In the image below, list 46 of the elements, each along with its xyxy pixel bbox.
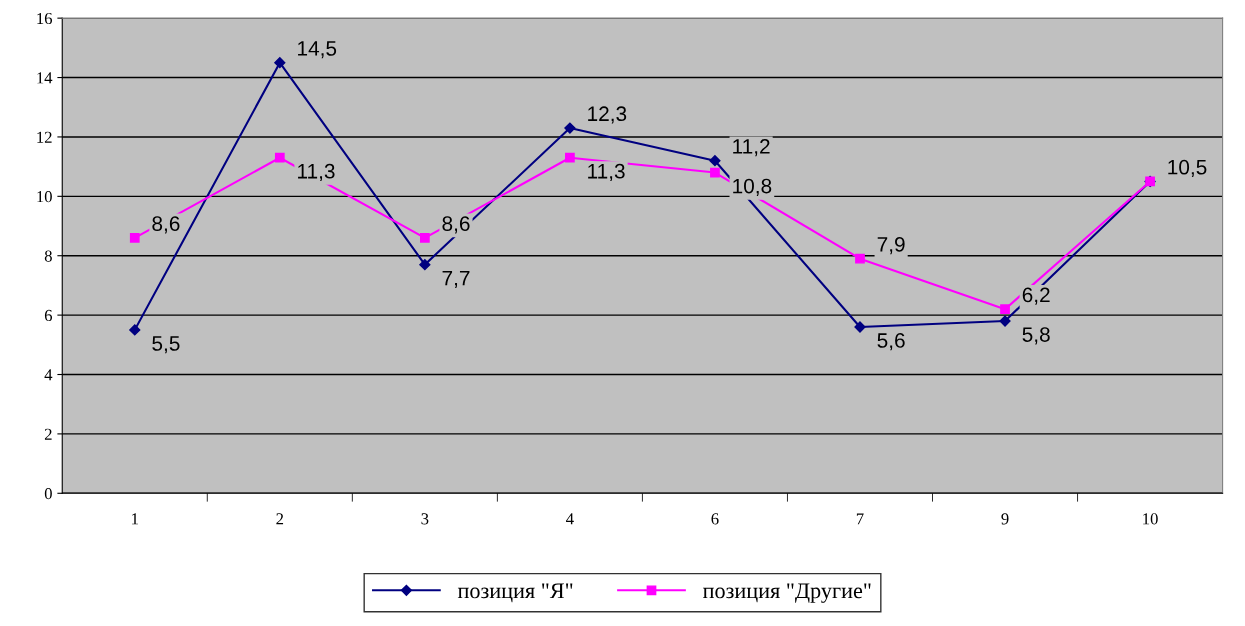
point [419,259,431,271]
data-label: 12,3 [588,106,627,124]
x-tick-label: 9 [1001,513,1009,525]
point [274,57,286,69]
y-tick-label: 12 [37,131,52,143]
point [274,152,285,163]
data-label: 7,7 [442,270,470,288]
data-label: 10,5 [1168,159,1207,178]
data-label: 5,5 [152,336,180,354]
point [1000,304,1010,315]
y-tick-label: 6 [44,309,53,322]
x-tick-label: 6 [711,513,719,525]
x-tick-label: 4 [566,513,574,525]
y-tick-label: 0 [44,487,52,500]
x-tick-label: 2 [276,513,284,525]
data-label: 7,9 [877,237,905,255]
point [129,324,141,336]
legend-label: позиция "Другие" [703,583,871,603]
point [855,253,865,264]
data-label: 6,2 [1022,287,1050,305]
data-label: 8,6 [442,216,470,234]
point [709,155,721,167]
data-label: 11,3 [298,163,335,182]
data-label: 11,3 [588,163,625,182]
data-label: 8,6 [152,216,180,234]
point [129,233,140,243]
point [564,122,576,134]
x-tick-label: 7 [856,513,864,525]
y-tick-label: 4 [44,369,53,381]
point [419,233,430,243]
y-tick-label: 8 [44,250,52,262]
x-tick-label: 1 [132,513,138,525]
x-tick-label: 3 [421,513,429,525]
y-tick-label: 14 [37,72,53,84]
x-tick-label: 10 [1143,513,1158,525]
data-label: 14,5 [298,41,337,59]
data-label: 11,2 [733,139,770,157]
y-tick-label: 16 [37,12,53,25]
data-label: 5,8 [1022,327,1050,345]
data-label: 5,6 [877,333,905,351]
legend-label: позиция "Я" [457,583,573,603]
data-label: 10,8 [733,178,772,196]
point [565,152,575,163]
y-tick-label: 10 [37,191,52,203]
y-tick-label: 2 [44,428,52,440]
point [710,167,720,178]
